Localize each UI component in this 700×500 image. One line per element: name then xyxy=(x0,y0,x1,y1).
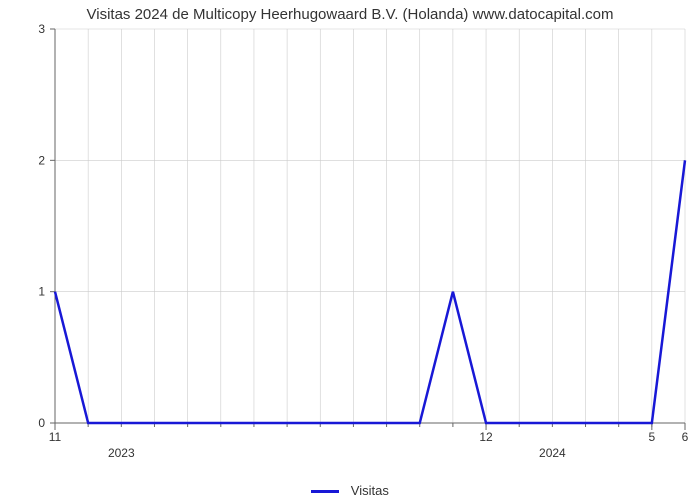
svg-text:2023: 2023 xyxy=(108,446,135,460)
svg-text:12: 12 xyxy=(479,430,493,444)
legend-label: Visitas xyxy=(351,483,389,498)
svg-text:2024: 2024 xyxy=(539,446,566,460)
visits-line-chart: Visitas 2024 de Multicopy Heerhugowaard … xyxy=(0,0,700,500)
svg-text:0: 0 xyxy=(38,416,45,430)
legend-swatch xyxy=(311,490,339,493)
svg-text:1: 1 xyxy=(38,285,45,299)
svg-text:6: 6 xyxy=(682,430,689,444)
chart-svg: 012311125620232024 xyxy=(0,23,700,469)
svg-text:2: 2 xyxy=(38,153,45,167)
svg-text:11: 11 xyxy=(49,430,62,444)
chart-title: Visitas 2024 de Multicopy Heerhugowaard … xyxy=(0,0,700,23)
svg-text:3: 3 xyxy=(38,23,45,36)
legend: Visitas xyxy=(0,483,700,498)
svg-text:5: 5 xyxy=(648,430,655,444)
